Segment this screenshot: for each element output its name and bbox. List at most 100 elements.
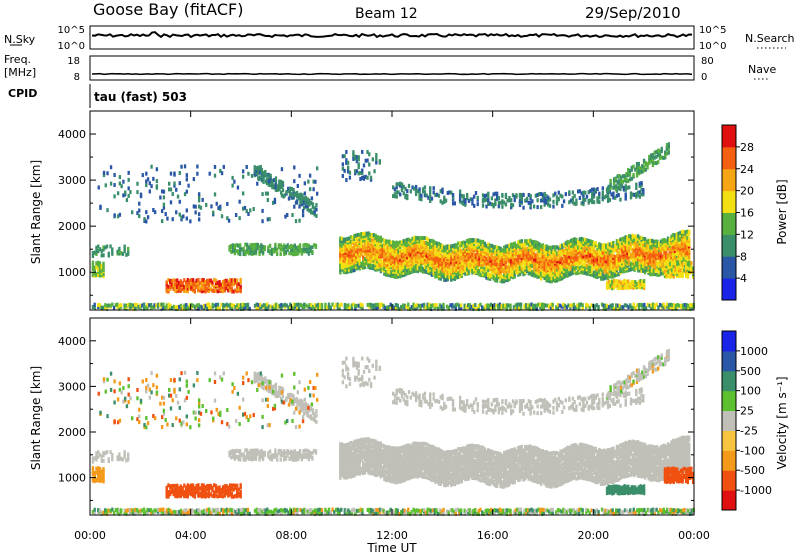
power-cell [681, 270, 684, 275]
power-cell [458, 197, 462, 202]
power-cell [451, 250, 455, 255]
power-cell [377, 258, 381, 263]
power-cell [483, 258, 486, 263]
power-cell [242, 252, 245, 257]
power-cell [434, 265, 437, 270]
power-cell [675, 240, 678, 245]
power-cell [390, 244, 393, 249]
power-cell [659, 261, 663, 266]
power-cell [527, 192, 531, 197]
power-cell [239, 305, 243, 310]
power-cell [165, 289, 168, 294]
power-cell [480, 267, 483, 272]
power-cell [582, 242, 585, 247]
power-cell [381, 259, 384, 264]
power-cell [571, 263, 575, 268]
power-cell [620, 175, 623, 180]
power-cell [455, 259, 458, 264]
power-cell [594, 250, 597, 255]
power-cell [668, 259, 671, 264]
power-cell [535, 306, 539, 311]
power-cell [635, 244, 638, 249]
power-cell [353, 171, 357, 176]
power-cell [138, 201, 141, 206]
power-cell [621, 280, 625, 285]
power-cell [531, 252, 534, 257]
power-cell [404, 257, 407, 262]
power-cell [613, 258, 617, 263]
power-cell [416, 254, 420, 259]
power-cell [612, 254, 615, 259]
power-cell [519, 302, 523, 307]
power-cell [272, 247, 275, 252]
power-cell [368, 152, 371, 157]
power-cell [376, 267, 379, 272]
power-cell [642, 279, 646, 284]
power-cell [489, 304, 493, 309]
power-cell [448, 259, 451, 264]
power-cell [680, 248, 684, 253]
power-cell [661, 267, 664, 272]
power-cell [488, 243, 492, 248]
power-cell [379, 238, 383, 243]
power-cell [511, 260, 515, 265]
power-cell [686, 261, 690, 266]
power-cell [348, 305, 352, 310]
power-cell [311, 250, 314, 255]
power-cell [430, 270, 434, 275]
power-cell [453, 258, 457, 263]
power-cell [451, 244, 455, 249]
power-cell [525, 196, 529, 201]
power-cell [349, 269, 353, 274]
power-cell [564, 245, 568, 250]
power-cell [434, 240, 437, 245]
power-cell [633, 248, 636, 253]
power-cell [211, 283, 214, 288]
power-cell [587, 190, 590, 195]
power-cell [568, 190, 571, 195]
power-cell [402, 247, 405, 252]
power-cell [439, 249, 442, 254]
power-cell [280, 167, 284, 172]
power-cell [428, 305, 431, 310]
power-cell [612, 265, 615, 270]
power-cell [592, 260, 596, 265]
power-cell [582, 193, 585, 198]
power-cell [406, 267, 409, 272]
power-cell [453, 270, 457, 275]
power-cell [571, 200, 575, 205]
power-cell [261, 244, 265, 249]
power-cell [214, 278, 218, 283]
power-cell [578, 247, 582, 252]
power-cell [504, 260, 508, 265]
power-cell [532, 271, 536, 276]
power-cell [367, 257, 370, 262]
power-cell [531, 269, 534, 274]
power-cell [399, 192, 402, 197]
power-cell [169, 279, 172, 284]
power-cell [100, 271, 103, 276]
power-cell [165, 287, 168, 292]
power-cell [624, 250, 627, 255]
power-cell [93, 271, 96, 276]
power-cell [415, 305, 419, 310]
power-cell [347, 236, 351, 241]
power-cell [200, 284, 204, 289]
power-cell [462, 194, 465, 199]
power-cell [596, 257, 599, 262]
power-cell [432, 257, 435, 262]
power-cell [397, 190, 400, 195]
power-cell [230, 243, 233, 248]
power-cell [476, 238, 479, 243]
power-cell [635, 185, 638, 190]
power-cell [230, 289, 234, 294]
power-cell [465, 255, 469, 260]
power-cell [502, 277, 506, 282]
power-cell [552, 276, 555, 281]
power-cell [532, 204, 536, 209]
power-cell [518, 268, 522, 273]
power-cell [93, 268, 96, 273]
power-cell [374, 233, 377, 238]
power-cell [436, 241, 439, 246]
power-cell [605, 272, 608, 277]
